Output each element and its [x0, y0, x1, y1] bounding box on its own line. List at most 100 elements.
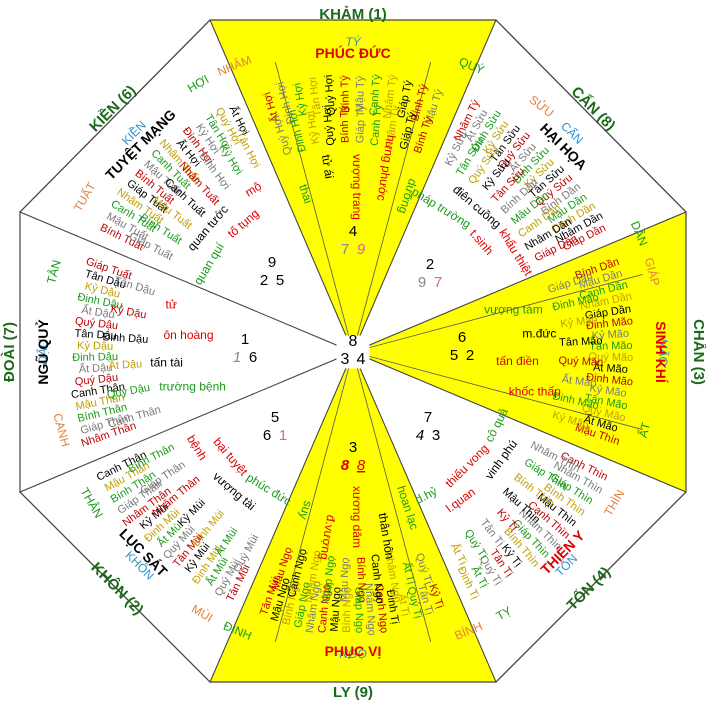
ring-n-0-6: Mậu Tý	[354, 75, 367, 112]
chart-nw-facing: 5	[276, 272, 284, 289]
ring-e-0-10: Đinh Mão	[585, 371, 633, 388]
octagon-outline	[19, 19, 687, 683]
chart-e-mountain: 6	[458, 329, 466, 346]
mountain-mao: MÃO	[656, 338, 670, 365]
divider-e-up	[352, 273, 643, 353]
ring-s-0-9: Mậu Ngọ	[329, 587, 344, 632]
chart-center-facing: 4	[357, 351, 366, 368]
center-box	[336, 335, 370, 369]
chart-s-facing: 8	[357, 457, 366, 474]
ring-n-1-4: Bính Tý	[338, 105, 351, 144]
ring-n-1-2: Kỷ Hợi	[304, 110, 322, 145]
sectors-layer	[19, 19, 687, 683]
ring-s-1-4: Bính Ngọ	[354, 557, 368, 603]
palace-n-1: tử ái	[319, 154, 337, 180]
star-north: PHÚC ĐỨC	[315, 44, 390, 61]
ring-s-0-10: Canh Ngọ	[316, 583, 333, 634]
chart-sw-sitting: 6	[263, 427, 271, 444]
direction-west: ĐOÀI (7)	[1, 322, 18, 382]
ring-e-1-4: Quý Mão	[558, 355, 603, 369]
palace-e-3: khốc thấp	[509, 385, 561, 399]
palace-e-0: vượng tàm	[484, 303, 543, 317]
divider-n-left	[352, 62, 432, 353]
ring-e-1-3: Tân Mão	[559, 335, 603, 349]
divider-s-left	[352, 351, 432, 642]
ring-w-0-8: Kỷ Dậu	[77, 340, 113, 353]
ring-e-0-8: Quý Mão	[588, 351, 633, 364]
ring-s-1-5: Mậu Ngọ	[338, 557, 352, 602]
ring-w-0-9: Tân Dậu	[74, 328, 117, 343]
chart-n-sitting: 7	[341, 241, 349, 258]
mountain-ty_se: TỴ	[494, 603, 514, 623]
ring-w-0-11: Ất Dậu	[80, 303, 115, 321]
mountain-ty_n: TÝ	[345, 34, 361, 49]
ring-s-1-6: Giáp Ngọ	[321, 555, 338, 602]
chart-n-facing: 9	[357, 241, 366, 258]
ring-n-1-5: Giáp Tý	[354, 104, 367, 143]
ring-n-0-7: Canh Tý	[368, 73, 384, 116]
ring-e-1-5: Ất Mão	[561, 372, 597, 389]
palace-s-2: xương dâm	[350, 486, 364, 548]
star-east: SINH KHÍ	[653, 321, 669, 384]
chart-ne-mountain: 2	[426, 256, 434, 273]
chart-w-sitting: 1	[233, 349, 241, 366]
ring-n-0-5: Bính Tý	[339, 75, 352, 114]
ring-w-0-10: Quý Dậu	[74, 315, 118, 332]
palace-w-1: tấn tài	[150, 356, 183, 370]
ring-e-0-6: Kỷ Mão	[591, 328, 629, 342]
direction-south: LY (9)	[333, 684, 373, 701]
chart-center-sitting: 3	[341, 351, 350, 368]
chart-se-mountain: 7	[424, 409, 432, 426]
ring-e-0-7: Tân Mão	[589, 340, 633, 353]
mountain-ngo: NGỌ	[339, 647, 366, 661]
chart-n-mountain: 4	[349, 223, 357, 240]
ring-n-0-3: Tân Hợi	[307, 76, 325, 117]
ring-w-0-5: Quý Dậu	[74, 372, 118, 389]
ring-w-1-3: Đinh Dậu	[102, 331, 148, 346]
ring-s-0-5: Canh Ngọ	[373, 583, 390, 634]
chart-ne-facing: 7	[434, 274, 442, 291]
chart-e-sitting: 5	[450, 347, 458, 364]
chart-nw-sitting: 2	[260, 272, 268, 289]
ring-e-0-9: Ất Mão	[593, 361, 629, 376]
ring-s-1-1: Ất Tị	[400, 561, 418, 586]
divider-lines	[274, 62, 643, 642]
ring-n-1-6: Canh Tý	[369, 103, 385, 146]
chart-nw-mountain: 9	[268, 254, 276, 271]
ring-s-1-3: Canh Ngọ	[368, 554, 385, 605]
flying-star-chart: 83 447 929 765 274 338 856 111 692 5	[233, 223, 474, 474]
palace-e-1: m.đức	[522, 326, 556, 340]
ring-e-1-2: Kỷ Mão	[560, 314, 599, 331]
chart-e-facing: 2	[466, 347, 474, 364]
ring-s-0-7: Giáp Ngọ	[352, 587, 365, 634]
palace-w-2: ôn hoàng	[163, 328, 213, 342]
mountain-at: ẤT	[635, 420, 654, 439]
star-west: NGŨ QUỶ	[34, 319, 51, 385]
chart-w-mountain: 1	[241, 331, 249, 348]
chart-se-facing: 3	[432, 427, 440, 444]
ring-e-0-5: Đinh Mão	[585, 315, 633, 332]
ring-w-0-6: Ất Dậu	[78, 361, 112, 376]
direction-east: CHẤN (3)	[690, 319, 706, 385]
ring-w-1-2: Ất Dậu	[108, 357, 142, 372]
divider-s-right	[274, 351, 354, 642]
ring-e-0-11: Kỷ Mão	[589, 382, 628, 400]
palace-e-2: tấn điền	[496, 354, 539, 368]
chart-center-mountain: 8	[349, 333, 358, 350]
chart-s-mountain: 3	[349, 439, 357, 456]
palace-w-0: trường bệnh	[159, 380, 226, 394]
ring-s-0-6: Nhâm Ngọ	[362, 583, 377, 636]
ring-s-0-8: Bính Ngọ	[341, 587, 354, 633]
mountain-dau: DẬU	[35, 339, 50, 365]
ring-w-0-7: Đinh Dậu	[72, 351, 118, 364]
palace-s-4: suy	[296, 499, 315, 521]
chart-w-facing: 6	[249, 349, 257, 366]
star-south: PHỤC VỊ	[325, 643, 382, 659]
mountain-tan: TÂN	[43, 258, 64, 285]
ring-s-0-3: Ất Tị	[395, 593, 412, 618]
palace-s-3: đ.vượng	[317, 514, 338, 561]
palace-n-0: thai	[296, 182, 315, 205]
chart-ne-sitting: 9	[418, 274, 426, 291]
